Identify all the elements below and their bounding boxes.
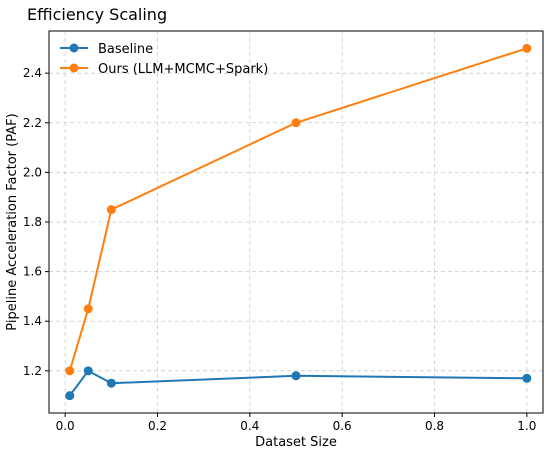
y-axis-label: Pipeline Acceleration Factor (PAF) — [5, 113, 20, 330]
grid-lines — [49, 31, 543, 413]
x-tick-label: 0.4 — [240, 419, 259, 433]
y-tick-label: 2.4 — [23, 66, 42, 80]
chart-title: Efficiency Scaling — [27, 5, 167, 24]
x-tick-label: 0.8 — [425, 419, 444, 433]
legend-label: Ours (LLM+MCMC+Spark) — [98, 62, 268, 77]
x-tick-label: 0.6 — [333, 419, 352, 433]
y-tick-label: 2.2 — [23, 116, 42, 130]
data-point — [522, 43, 532, 53]
data-point — [83, 304, 93, 314]
series-layer — [65, 43, 532, 401]
y-tick-label: 1.2 — [23, 364, 42, 378]
x-tick-label: 0.0 — [56, 419, 75, 433]
y-tick-label: 2.0 — [23, 165, 42, 179]
data-point — [106, 378, 116, 388]
series-line-2 — [68, 47, 528, 372]
legend-marker — [69, 63, 79, 73]
x-tick-label: 0.2 — [148, 419, 167, 433]
y-tick-label: 1.4 — [23, 314, 42, 328]
x-axis-label: Dataset Size — [255, 435, 337, 450]
data-point — [65, 391, 75, 401]
data-point — [522, 373, 532, 383]
y-tick-label: 1.8 — [23, 215, 42, 229]
axis-ticks: 0.0 0.2 0.4 0.6 0.8 1.0 1.2 1.4 1.6 1.8 2.0 2.2 2.4 — [23, 66, 536, 433]
data-point — [106, 205, 116, 215]
data-point — [291, 118, 301, 128]
x-tick-label: 1.0 — [517, 419, 536, 433]
legend: Baseline Ours (LLM+MCMC+Spark) — [60, 42, 268, 77]
plot-frame — [48, 30, 544, 414]
data-point — [65, 366, 75, 376]
legend-marker — [69, 43, 79, 53]
legend-label: Baseline — [98, 42, 153, 57]
y-tick-label: 1.6 — [23, 265, 42, 279]
data-point — [291, 371, 301, 381]
data-point — [83, 366, 93, 376]
